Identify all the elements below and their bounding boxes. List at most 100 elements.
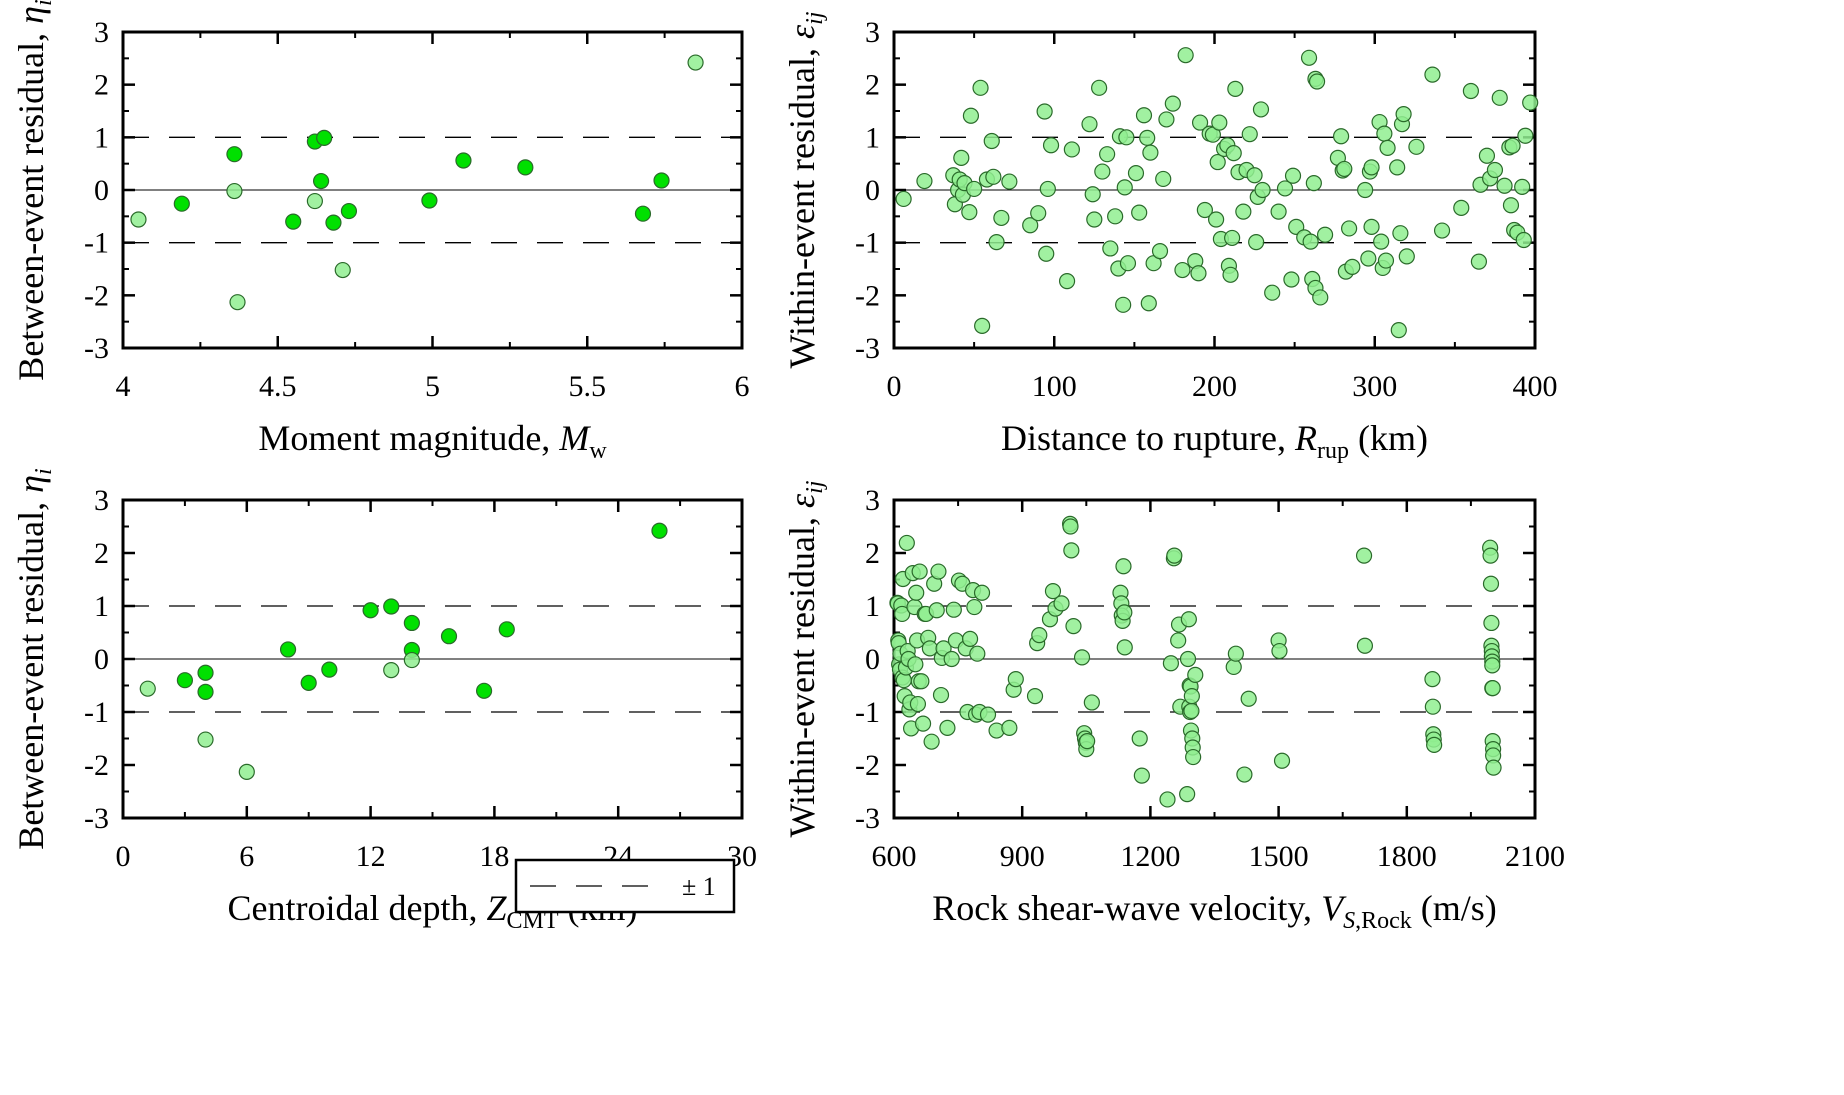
data-point-light: [1336, 160, 1353, 178]
data-point-light: [1462, 82, 1480, 100]
data-point-bright: [403, 614, 420, 632]
data-point-light: [1515, 231, 1532, 249]
data-point-light: [1091, 79, 1108, 96]
data-point-light: [1183, 702, 1200, 720]
data-point-light: [1155, 170, 1172, 188]
data-point-light: [1241, 126, 1258, 143]
data-point-light: [1522, 94, 1539, 111]
panel-4: -3 -2 -1 0 1 2 3 600 900 1200 1500 1800 2100 Rock she…: [782, 480, 1565, 934]
data-point-light: [1222, 266, 1239, 283]
y-tick-label: -1: [855, 227, 880, 260]
data-point-light: [1426, 736, 1443, 753]
data-point-light: [1273, 752, 1291, 769]
data-point-light: [1453, 199, 1470, 217]
data-point-light: [993, 209, 1010, 227]
data-point-bright: [325, 214, 342, 231]
y-tick-label: 0: [94, 174, 109, 207]
data-point-light: [1139, 129, 1156, 146]
y-tick-label: -3: [84, 332, 109, 365]
data-point-light: [1063, 141, 1080, 158]
data-point-bright: [653, 172, 670, 189]
data-point-light: [1030, 205, 1047, 222]
data-point-light: [1086, 211, 1103, 228]
data-point-light: [1191, 114, 1209, 131]
data-point-light: [988, 234, 1005, 251]
data-point-light: [1094, 163, 1111, 180]
data-point-light: [1038, 245, 1055, 262]
data-point-light: [1312, 289, 1329, 306]
data-point-light: [1133, 767, 1150, 784]
data-point-light: [1183, 687, 1200, 705]
data-point-light: [1039, 180, 1056, 198]
data-point-light: [1379, 139, 1396, 156]
data-point-light: [1208, 211, 1225, 228]
panel-2: -3 -2 -1 0 1 2 3 0 100 200 300 400 Distance to ruptu…: [782, 11, 1558, 464]
data-point-light: [1484, 657, 1501, 674]
data-point-light: [945, 601, 962, 618]
y-axis-label: Within-event residual, εij: [782, 11, 828, 368]
data-point-light: [1357, 181, 1374, 199]
data-point-light: [1196, 201, 1213, 219]
y-tick-label: -3: [84, 802, 109, 835]
data-point-light: [334, 261, 351, 279]
data-point-light: [1177, 47, 1194, 64]
data-point-light: [961, 630, 979, 647]
data-point-light: [1053, 595, 1070, 612]
data-point-light: [1073, 649, 1091, 666]
data-point-light: [1102, 240, 1119, 257]
data-point-light: [1376, 125, 1393, 142]
data-point-light: [1142, 144, 1159, 161]
data-point-light: [953, 149, 970, 166]
data-point-bright: [312, 172, 330, 190]
data-point-light: [229, 294, 246, 311]
data-point-light: [1225, 145, 1242, 162]
data-point-light: [1224, 229, 1241, 247]
data-point-light: [1389, 159, 1406, 176]
x-axis-label: Rock shear-wave velocity, VS,Rock (m/s): [932, 888, 1496, 934]
data-point-light: [1514, 178, 1531, 195]
data-point-bright: [440, 628, 458, 645]
data-point-light: [1356, 637, 1374, 654]
data-point-light: [1158, 111, 1175, 128]
data-point-light: [1081, 116, 1098, 133]
data-point-light: [935, 640, 952, 657]
data-point-light: [1240, 690, 1257, 707]
data-point-light: [1341, 220, 1358, 237]
data-point-light: [1001, 173, 1018, 190]
data-point-light: [908, 584, 925, 601]
data-point-light: [1248, 234, 1265, 251]
data-point-bright: [173, 195, 190, 212]
data-point-light: [1424, 698, 1441, 715]
y-tick-label: 3: [94, 16, 109, 49]
data-point-light: [1115, 558, 1132, 575]
y-tick-label: 2: [865, 69, 880, 102]
data-point-light: [1185, 748, 1202, 766]
data-point-light: [1209, 153, 1226, 171]
data-point-light: [1482, 547, 1499, 564]
data-point-light: [1485, 759, 1502, 776]
data-point-light: [1254, 181, 1271, 199]
data-point-light: [130, 211, 147, 228]
data-point-bright: [197, 664, 214, 681]
data-point-bright: [340, 202, 358, 220]
data-point-light: [979, 706, 997, 723]
data-point-light: [1083, 694, 1100, 711]
data-point-light: [966, 598, 983, 616]
data-point-light: [1483, 614, 1500, 632]
data-point-light: [1079, 733, 1096, 750]
x-tick-label: 300: [1352, 370, 1397, 403]
y-axis-label: Between-event residual, ηi: [11, 468, 57, 849]
y-tick-label: 2: [94, 69, 109, 102]
y-tick-label: 2: [865, 537, 880, 570]
data-point-light: [687, 54, 704, 71]
data-point-light: [1099, 146, 1116, 163]
data-point-light: [914, 715, 932, 732]
x-tick-label: 200: [1192, 370, 1237, 403]
y-tick-label: 1: [865, 590, 880, 623]
data-point-light: [1424, 671, 1441, 688]
x-axis-label: Distance to rupture, Rrup (km): [1001, 418, 1428, 464]
data-point-light: [1225, 658, 1242, 676]
data-point-light: [1227, 645, 1244, 662]
data-point-light: [1062, 518, 1079, 535]
data-point-light: [238, 763, 255, 780]
